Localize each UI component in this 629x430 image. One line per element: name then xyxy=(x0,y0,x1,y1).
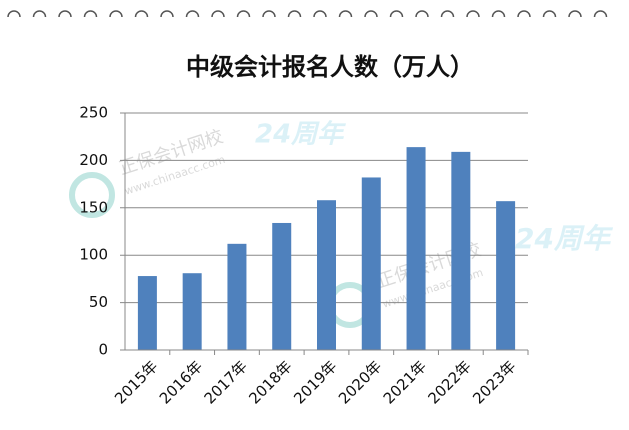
chart-title: 中级会计报名人数（万人） xyxy=(186,53,474,81)
ring xyxy=(491,10,506,18)
bar xyxy=(406,147,426,350)
watermark-anniversary: 24周年 xyxy=(515,222,614,255)
ring xyxy=(593,10,608,18)
ring xyxy=(440,10,455,18)
bar xyxy=(227,243,247,350)
bar xyxy=(496,201,516,350)
ring xyxy=(262,10,276,18)
bar xyxy=(137,276,157,350)
y-tick-label: 50 xyxy=(89,293,108,311)
ring xyxy=(415,10,429,18)
y-tick-label: 100 xyxy=(79,246,108,264)
bar xyxy=(317,200,336,350)
ring xyxy=(7,10,21,18)
ring xyxy=(466,10,480,18)
ring xyxy=(568,10,582,18)
ring xyxy=(134,10,149,18)
ring xyxy=(160,10,174,18)
ring xyxy=(338,10,353,18)
ring xyxy=(32,10,47,18)
ring xyxy=(389,10,404,18)
ring xyxy=(542,10,557,18)
bar xyxy=(451,151,471,350)
bar xyxy=(182,273,202,350)
ring xyxy=(185,10,200,18)
ring xyxy=(364,10,378,18)
notebook-rings xyxy=(7,10,608,18)
y-tick-label: 150 xyxy=(79,198,108,216)
y-tick-label: 250 xyxy=(79,104,108,122)
y-tick-label: 0 xyxy=(98,341,108,359)
ring xyxy=(109,10,123,18)
ring xyxy=(517,10,531,18)
bar xyxy=(272,222,292,350)
watermark-anniversary: 24周年 xyxy=(255,120,346,150)
ring xyxy=(236,10,251,18)
ring xyxy=(313,10,327,18)
ring xyxy=(211,10,225,18)
ring xyxy=(58,10,72,18)
y-tick-label: 200 xyxy=(79,151,108,169)
bar xyxy=(361,177,381,350)
watermark-logo xyxy=(69,172,115,218)
ring xyxy=(83,10,98,18)
ring xyxy=(287,10,302,18)
